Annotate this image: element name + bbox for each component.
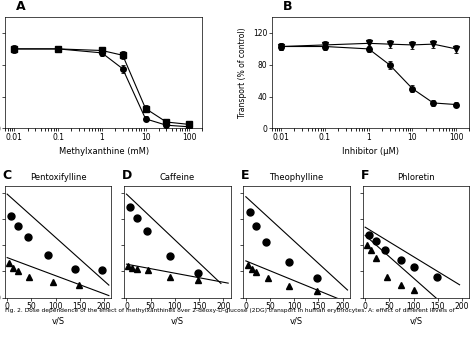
Text: Pentoxifylline: Pentoxifylline <box>30 173 86 182</box>
Text: Caffeine: Caffeine <box>160 173 195 182</box>
X-axis label: v/S: v/S <box>290 316 303 325</box>
X-axis label: v/S: v/S <box>171 316 184 325</box>
X-axis label: v/S: v/S <box>410 316 422 325</box>
Text: Theophylline: Theophylline <box>270 173 324 182</box>
X-axis label: Methylxanthine (mM): Methylxanthine (mM) <box>58 147 149 156</box>
Text: Fig. 2. Dose dependence of the effect of methylxanthines over 2-deoxy-D-glucose : Fig. 2. Dose dependence of the effect of… <box>5 308 455 313</box>
Text: E: E <box>241 169 250 182</box>
X-axis label: Inhibitor (μM): Inhibitor (μM) <box>342 147 399 156</box>
Text: C: C <box>3 169 12 182</box>
Text: D: D <box>122 169 132 182</box>
Text: B: B <box>283 0 292 13</box>
Text: A: A <box>16 0 26 13</box>
Text: Phloretin: Phloretin <box>397 173 435 182</box>
Y-axis label: Transport (% of control): Transport (% of control) <box>238 27 247 118</box>
Text: F: F <box>361 169 369 182</box>
X-axis label: v/S: v/S <box>52 316 64 325</box>
